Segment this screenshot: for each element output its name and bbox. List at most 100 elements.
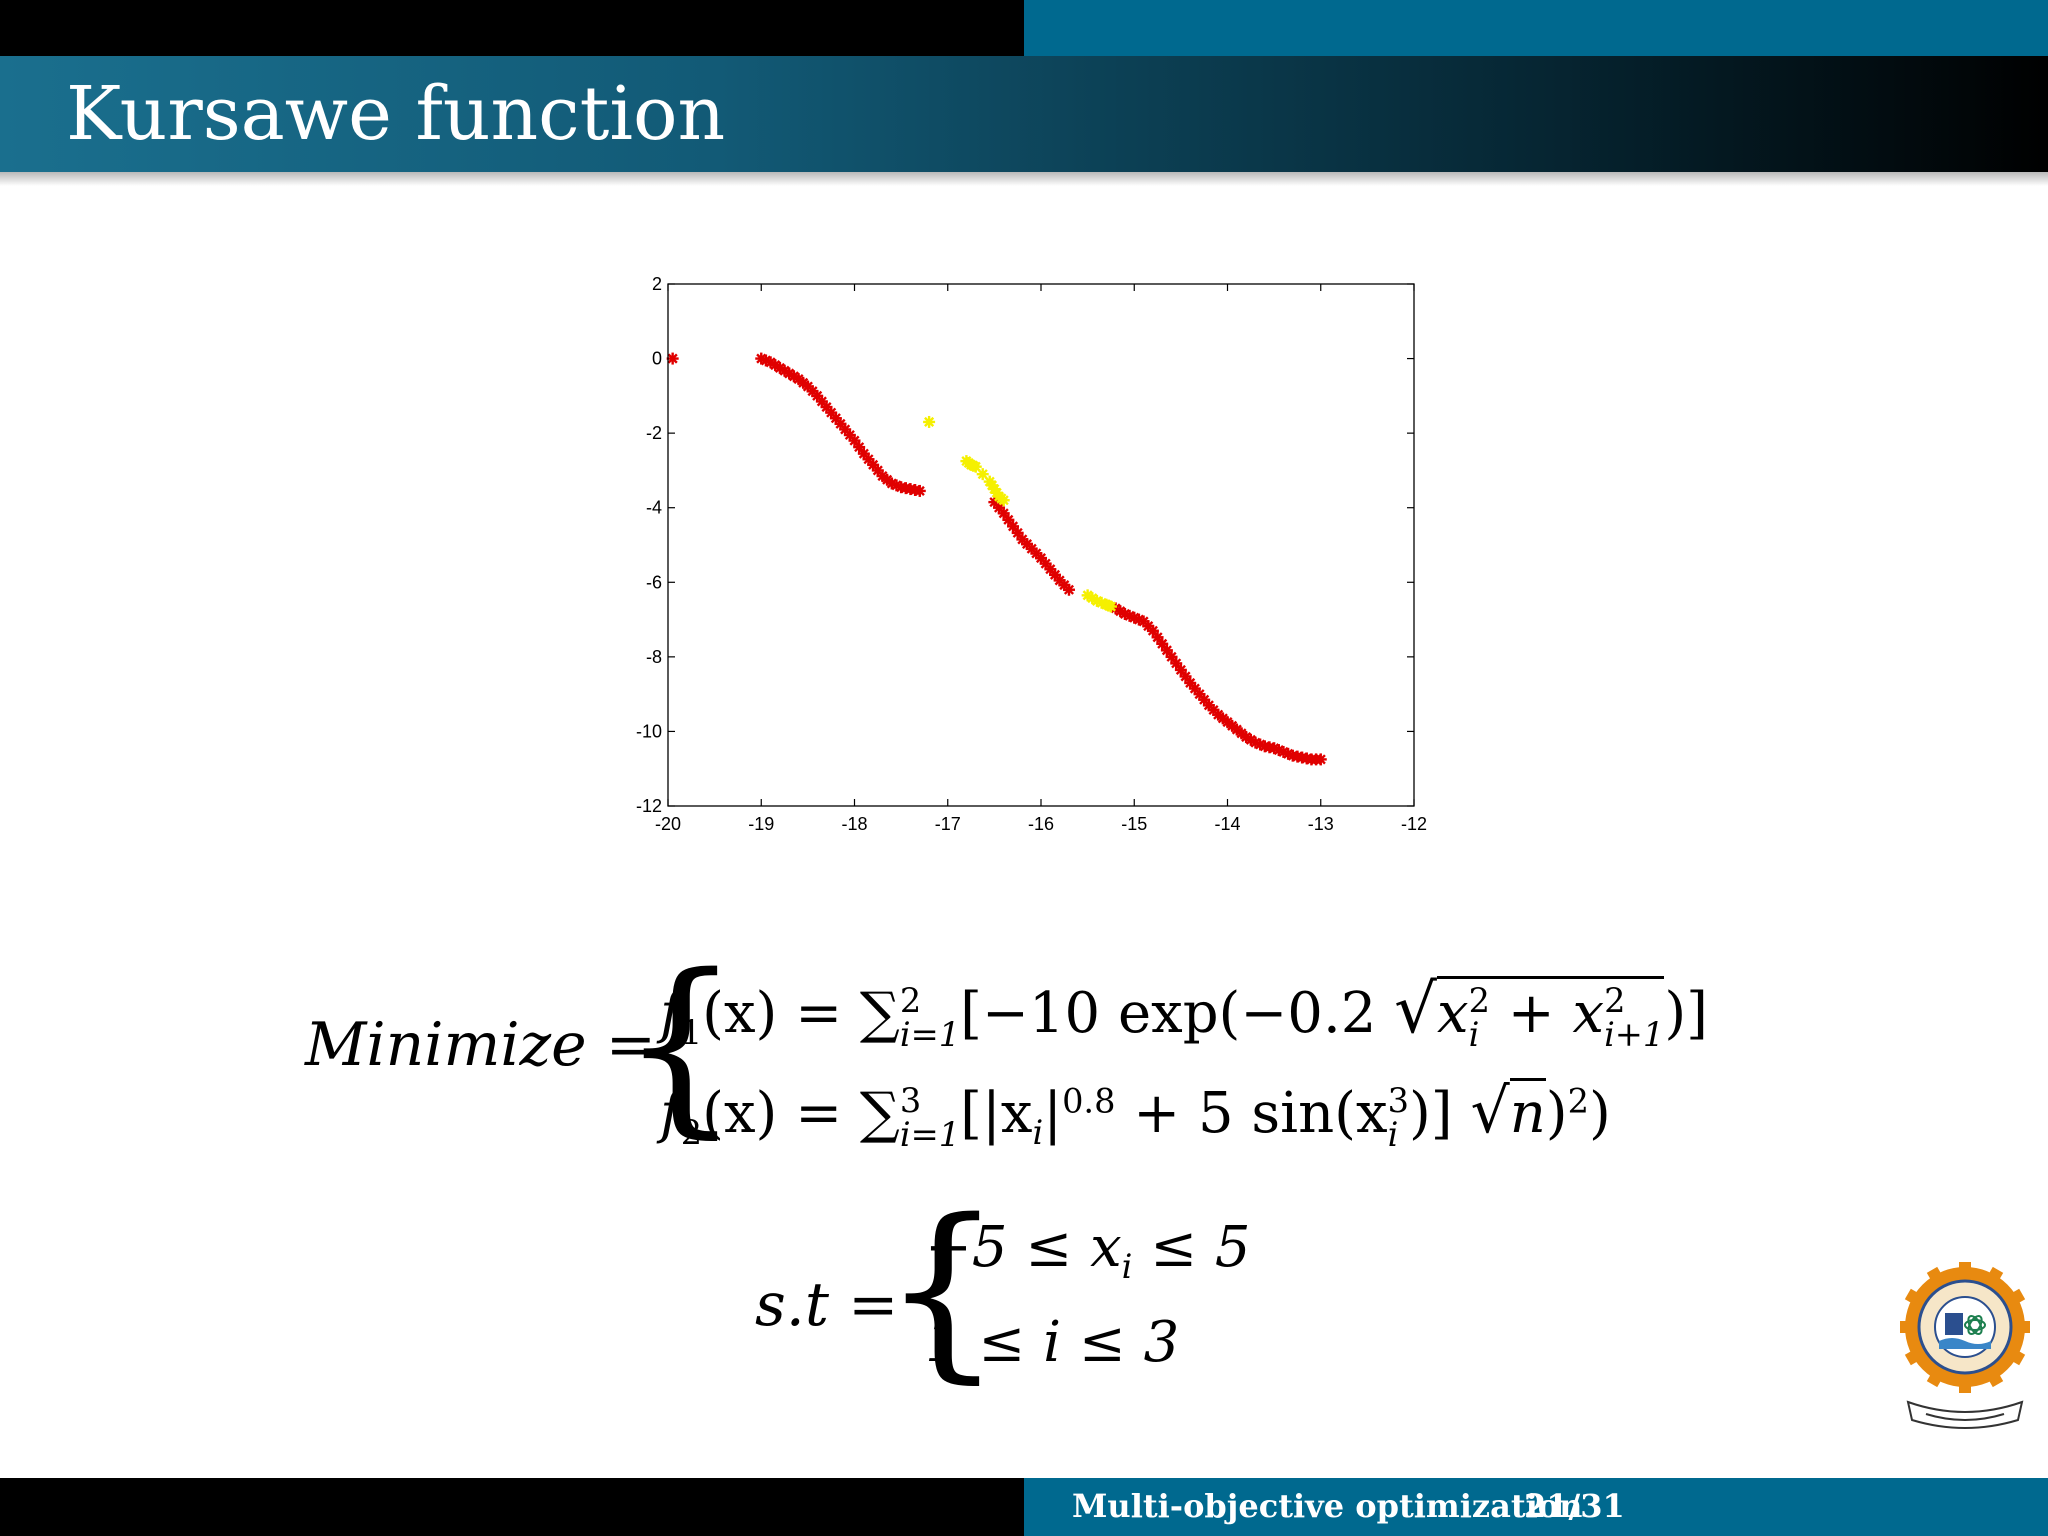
x-tick-label: -17: [935, 814, 961, 834]
header-strip-right: [1024, 0, 2048, 56]
header-strip-left: [0, 0, 1024, 56]
y-tick-label: -12: [636, 796, 662, 816]
footer-strip-right: [1024, 1478, 2048, 1536]
pareto-point-red: [1174, 663, 1187, 676]
pareto-point-yellow: [1104, 600, 1117, 613]
f2-end-sup: 2: [1567, 1081, 1590, 1121]
pareto-point-red: [1314, 753, 1327, 766]
f2-args: (x) = ∑: [702, 1081, 900, 1146]
title-bar: [0, 56, 2048, 172]
minimize-text: Minimize: [305, 1010, 587, 1080]
f1-sqrt-plus: + x: [1489, 981, 1605, 1046]
y-tick-label: 2: [652, 274, 662, 294]
f2-sin-sup: 3: [1387, 1080, 1409, 1120]
f1-sqrt-b-sub: i+1: [1604, 1014, 1665, 1054]
plot-frame: [667, 283, 1415, 807]
pareto-point-red: [1198, 693, 1211, 706]
f2-sin-sub: i: [1387, 1114, 1399, 1154]
constraint-index: 1 ≤ i ≤ 3: [925, 1310, 1179, 1375]
f1-body-start: [−10 exp(−0.2: [960, 981, 1395, 1046]
f1-sqrt-a: x: [1436, 981, 1469, 1046]
x-tick-label: -20: [655, 814, 681, 834]
x-tick-label: -19: [748, 814, 774, 834]
pareto-point-red: [1151, 631, 1164, 644]
objective-f1: f1(x) = ∑ 2 i=1 [−10 exp(−0.2 √x 2 i + x 2 i+1)…: [660, 970, 1709, 1054]
pareto-point-red: [1048, 568, 1061, 581]
objective-f2: f2(x) = ∑ 3 i=1 [|xi|0.8 + 5 sin(x 3 i)] √n)2…: [660, 1075, 1611, 1154]
x-tick-label: -18: [841, 814, 867, 834]
minimize-label: Minimize =: [305, 1010, 656, 1080]
f2-sum-lower: i=1: [899, 1114, 961, 1154]
pareto-point-red: [1170, 657, 1183, 670]
footer-page-number: 21/31: [1524, 1487, 1625, 1525]
pareto-point-red: [1165, 650, 1178, 663]
c1-text: −5 ≤ x: [925, 1215, 1122, 1280]
pareto-point-yellow: [923, 415, 936, 428]
constraint-label: s.t =: [755, 1270, 898, 1340]
y-tick-label: -4: [646, 498, 662, 518]
f2-sum-upper: 3: [899, 1080, 922, 1120]
f1-index: 1: [680, 1013, 703, 1053]
constraint-bounds: −5 ≤ xi ≤ 5: [925, 1215, 1251, 1286]
f2-name: f: [660, 1081, 681, 1146]
x-tick-label: -14: [1214, 814, 1240, 834]
slide-title: Kursawe function: [66, 71, 726, 157]
pareto-point-red: [997, 507, 1010, 520]
c1-end: ≤ 5: [1132, 1215, 1251, 1280]
st-equals: =: [848, 1270, 899, 1340]
pareto-point-red: [1156, 637, 1169, 650]
f2-mid: + 5 sin(x: [1115, 1081, 1388, 1146]
pareto-point-red: [1160, 644, 1173, 657]
minimize-equals: =: [605, 1010, 657, 1080]
pareto-point-red: [1007, 520, 1020, 533]
f2-abs-close: |: [1043, 1081, 1063, 1146]
f1-body-end: )]: [1664, 981, 1709, 1046]
y-tick-label: -2: [646, 423, 662, 443]
y-tick-label: -10: [636, 721, 662, 741]
pareto-point-yellow: [997, 494, 1010, 507]
f1-sqrt-a-sup: 2: [1468, 980, 1490, 1020]
pareto-point-red: [913, 484, 926, 497]
pareto-point-red: [848, 434, 861, 447]
f1-name: f: [660, 981, 681, 1046]
constraint-brace: {: [882, 1179, 1003, 1400]
f1-sum-lower: i=1: [899, 1014, 961, 1054]
footer-strip-left: [0, 1478, 1024, 1536]
f2-sqrt-n: n: [1509, 1078, 1546, 1146]
f2-end-close: ): [1589, 1081, 1611, 1146]
objective-brace: {: [620, 934, 741, 1155]
st-text: s.t: [755, 1270, 829, 1340]
y-tick-label: -6: [646, 572, 662, 592]
pareto-point-red: [1179, 670, 1192, 683]
f2-exp: 0.8: [1062, 1081, 1116, 1121]
pareto-point-red: [1062, 583, 1075, 596]
f2-index: 2: [680, 1113, 703, 1153]
f2-end: ): [1545, 1081, 1568, 1146]
x-tick-label: -12: [1401, 814, 1427, 834]
f1-sum-upper: 2: [899, 980, 922, 1020]
y-tick-label: -8: [646, 647, 662, 667]
title-bar-shadow: [0, 172, 2048, 186]
y-tick-label: 0: [652, 349, 662, 369]
institute-emblem-icon: [1900, 1262, 2030, 1429]
pareto-point-red: [1011, 526, 1024, 539]
x-tick-label: -15: [1121, 814, 1147, 834]
x-tick-label: -16: [1028, 814, 1054, 834]
pareto-front-chart: -20 -19 -18 -17 -16 -15 -14 -13 -12 2 0 -2 -4 -6 -8 -10…: [636, 274, 1427, 834]
footer-title: Multi-objective optimization: [1072, 1487, 1583, 1525]
f1-sqrt-b-sup: 2: [1604, 980, 1626, 1020]
c1-sub: i: [1121, 1247, 1133, 1287]
f1-sqrt-a-sub: i: [1468, 1014, 1480, 1054]
pareto-point-yellow: [969, 460, 982, 473]
c2-text: 1 ≤ i ≤ 3: [925, 1310, 1180, 1375]
pareto-point-red: [853, 441, 866, 454]
f2-body-start: [|x: [960, 1081, 1033, 1146]
x-tick-label: -13: [1308, 814, 1334, 834]
f2-mid-end: )]: [1408, 1081, 1471, 1146]
f2-abs-sub: i: [1032, 1113, 1044, 1153]
pareto-point-yellow: [976, 468, 989, 481]
pareto-point-red: [1002, 513, 1015, 526]
pareto-point-red: [666, 352, 679, 365]
f1-args: (x) = ∑: [702, 981, 900, 1046]
pareto-point-red: [1146, 624, 1159, 637]
